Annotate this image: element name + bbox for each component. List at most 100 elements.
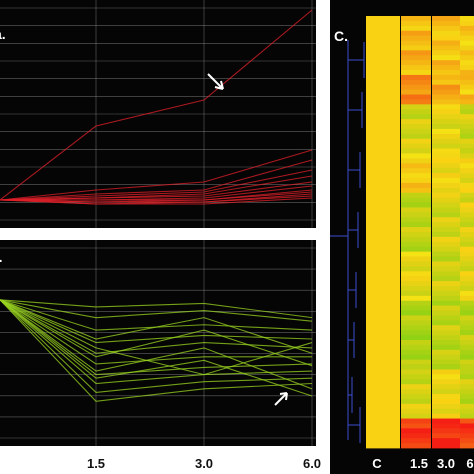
heatmap-cell <box>432 276 460 282</box>
heatmap-cell <box>366 364 400 370</box>
heatmap-cell <box>432 158 460 164</box>
heatmap-cell <box>460 119 474 125</box>
heatmap-cell <box>432 271 460 277</box>
heatmap-cell <box>460 94 474 100</box>
heatmap-cell <box>432 20 460 27</box>
heatmap-cell <box>366 55 400 61</box>
heatmap-cell <box>401 94 431 100</box>
heatmap-cell <box>460 128 474 135</box>
heatmap-cell <box>366 74 400 81</box>
heatmap-cell <box>460 438 474 444</box>
heatmap-cell <box>366 89 400 95</box>
heatmap-cell <box>401 109 431 115</box>
heatmap-cell <box>460 109 474 115</box>
heatmap-cell <box>460 148 474 154</box>
heatmap-cell <box>366 236 400 243</box>
heatmap-cell <box>460 295 474 302</box>
heatmap-cell <box>401 241 431 248</box>
series-line <box>0 197 313 205</box>
heatmap-cell <box>432 45 460 51</box>
heatmap-cell <box>366 305 400 311</box>
series-line <box>0 169 313 201</box>
heatmap-cell <box>432 187 460 194</box>
heatmap-cell <box>432 305 460 311</box>
heatmap-cell <box>366 60 400 66</box>
heatmap-cell <box>401 418 431 424</box>
heatmap-cell <box>401 330 431 336</box>
heatmap-cell <box>432 60 460 66</box>
heatmap-cell <box>432 325 460 331</box>
series-line <box>0 299 313 344</box>
heatmap-cell <box>460 374 474 380</box>
series-line <box>0 299 313 376</box>
heatmap-cell <box>401 325 431 331</box>
heatmap-cell <box>366 379 400 385</box>
heatmap-cell <box>366 281 400 287</box>
heatmap-cell <box>432 246 460 253</box>
heatmap-cell <box>401 89 431 95</box>
heatmap-cell <box>460 300 474 307</box>
series-line <box>0 299 313 402</box>
heatmap-cell <box>401 207 431 213</box>
line-profile-chart-up <box>0 0 316 228</box>
heatmap-cell <box>366 256 400 262</box>
heatmap-cell <box>460 197 474 203</box>
heatmap-cell <box>460 236 474 243</box>
heatmap-cell <box>432 133 460 140</box>
heatmap-cell <box>366 266 400 272</box>
heatmap-cell <box>366 153 400 159</box>
heatmap-cell <box>460 158 474 164</box>
heatmap-cell <box>401 104 431 110</box>
heatmap-cell <box>366 349 400 356</box>
heatmap-cell <box>366 109 400 115</box>
heatmap-cell <box>432 119 460 125</box>
heatmap-cell <box>401 305 431 311</box>
heatmap-cell <box>401 138 431 145</box>
heatmap-cell <box>432 148 460 154</box>
heatmap-cell <box>432 354 460 361</box>
heatmap-cell <box>460 138 474 145</box>
heatmap-cell <box>460 182 474 189</box>
heatmap-cell <box>432 290 460 297</box>
x-tick-label: 6.0 <box>302 456 322 471</box>
heatmap-cell <box>401 217 431 223</box>
heatmap-cell <box>432 281 460 287</box>
heatmap-cell <box>401 148 431 154</box>
heatmap-cell <box>432 433 460 439</box>
heatmap-cell <box>432 182 460 189</box>
heatmap-cell <box>460 418 474 424</box>
heatmap-column-label: C <box>372 456 382 471</box>
heatmap-cell <box>401 182 431 189</box>
heatmap-cell <box>366 84 400 91</box>
series-line <box>0 149 313 201</box>
heatmap-cell <box>401 354 431 361</box>
heatmap-cell <box>460 178 474 184</box>
heatmap-cell <box>460 403 474 410</box>
heatmap-cell <box>366 207 400 213</box>
heatmap-cell <box>432 128 460 135</box>
heatmap-cell <box>401 60 431 66</box>
heatmap-cell <box>366 104 400 110</box>
heatmap-cell <box>432 124 460 130</box>
heatmap-cell <box>401 173 431 179</box>
heatmap-cell <box>401 84 431 91</box>
arrow-icon-a <box>207 73 224 90</box>
heatmap-cell <box>432 178 460 184</box>
heatmap-cell <box>432 359 460 365</box>
heatmap-cell <box>432 423 460 429</box>
heatmap-cell <box>366 197 400 203</box>
heatmap-cell <box>460 104 474 110</box>
series-line <box>0 159 313 201</box>
heatmap-cell <box>432 236 460 243</box>
heatmap-cell <box>432 438 460 444</box>
heatmap-cell <box>366 354 400 361</box>
heatmap-cell <box>366 99 400 105</box>
heatmap-cell <box>460 187 474 194</box>
heatmap-cell <box>366 79 400 86</box>
heatmap-cell <box>401 133 431 140</box>
heatmap-cell <box>460 35 474 41</box>
heatmap-cell <box>460 25 474 32</box>
heatmap-cell <box>432 197 460 203</box>
heatmap-cell <box>432 349 460 356</box>
heatmap-cell <box>366 398 400 405</box>
